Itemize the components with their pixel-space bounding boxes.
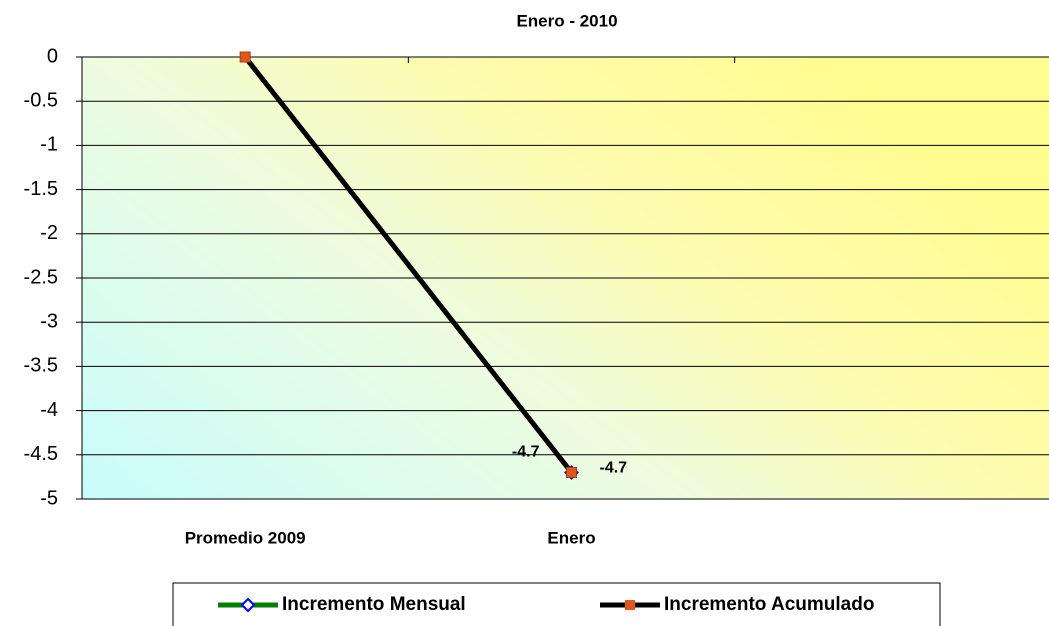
y-tick-label: -3 [40,310,58,332]
data-label: -4.7 [512,444,540,461]
x-tick-label: Promedio 2009 [185,528,306,547]
legend-label: Incremento Acumulado [664,594,874,615]
y-tick-label: -2 [40,222,58,244]
y-tick-label: -3.5 [24,355,58,377]
legend-label: Incremento Mensual [282,594,466,615]
series-line [243,55,574,475]
y-tick-label: -0.5 [24,89,58,111]
x-tick-label: Enero [547,528,595,547]
legend-marker [625,600,635,610]
y-tick-label: -5 [40,487,58,509]
y-tick-label: -1.5 [24,178,58,200]
y-tick-label: 0 [47,45,58,67]
legend-marker [240,597,256,613]
chart-title: Enero - 2010 [516,11,617,30]
y-tick-label: -4.5 [24,443,58,465]
y-tick-label: -1 [40,134,58,156]
y-tick-label: -4 [40,399,58,421]
marker [239,51,251,63]
marker [566,466,577,478]
legend [172,582,941,626]
y-tick-label: -2.5 [24,266,58,288]
data-label: -4.7 [600,460,628,477]
